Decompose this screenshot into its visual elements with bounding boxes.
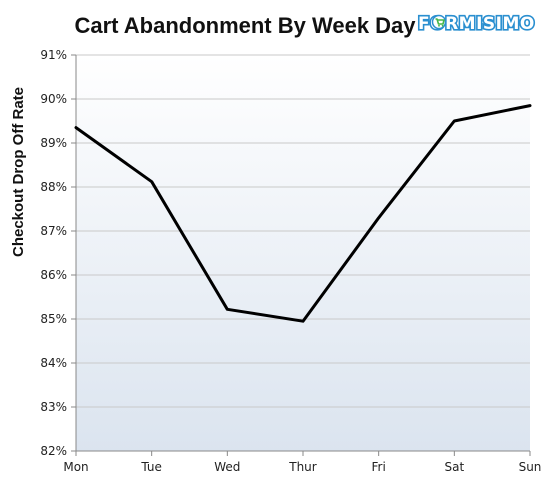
y-tick-label: 89% — [40, 136, 67, 150]
x-tick-label: Mon — [63, 460, 88, 474]
chart-title: Cart Abandonment By Week Day — [74, 13, 416, 38]
y-tick-label: 86% — [40, 268, 67, 282]
formisimo-logo: FORMISIMO — [416, 12, 536, 35]
x-tick-label: Fri — [372, 460, 386, 474]
series-group — [74, 104, 532, 323]
gridlines — [76, 54, 530, 408]
x-tick-label: Sat — [444, 460, 464, 474]
x-tick-label: Wed — [214, 460, 240, 474]
plot-area — [76, 55, 530, 451]
y-axis-label: Checkout Drop Off Rate — [10, 87, 27, 257]
y-tick-label: 84% — [40, 356, 67, 370]
y-tick-label: 88% — [40, 180, 67, 194]
x-tick-label: Sun — [519, 460, 542, 474]
y-tick-label: 91% — [40, 48, 67, 62]
y-tick-label: 85% — [40, 312, 67, 326]
series-line — [74, 104, 532, 323]
x-tick-label: Tue — [140, 460, 162, 474]
axes — [75, 55, 530, 452]
y-tick-label: 83% — [40, 400, 67, 414]
x-tick-label: Thur — [288, 460, 317, 474]
logo-text: FORMISIMO — [418, 14, 535, 34]
y-tick-label: 82% — [40, 444, 67, 458]
y-tick-label: 90% — [40, 92, 67, 106]
y-axis-ticks: 82% 83% 84% 85% 86% 87% 88% 89% 90% 91% — [40, 48, 76, 458]
x-axis-ticks: Mon Tue Wed Thur Fri Sat Sun — [63, 451, 541, 474]
y-tick-label: 87% — [40, 224, 67, 238]
cart-icon — [431, 14, 447, 30]
